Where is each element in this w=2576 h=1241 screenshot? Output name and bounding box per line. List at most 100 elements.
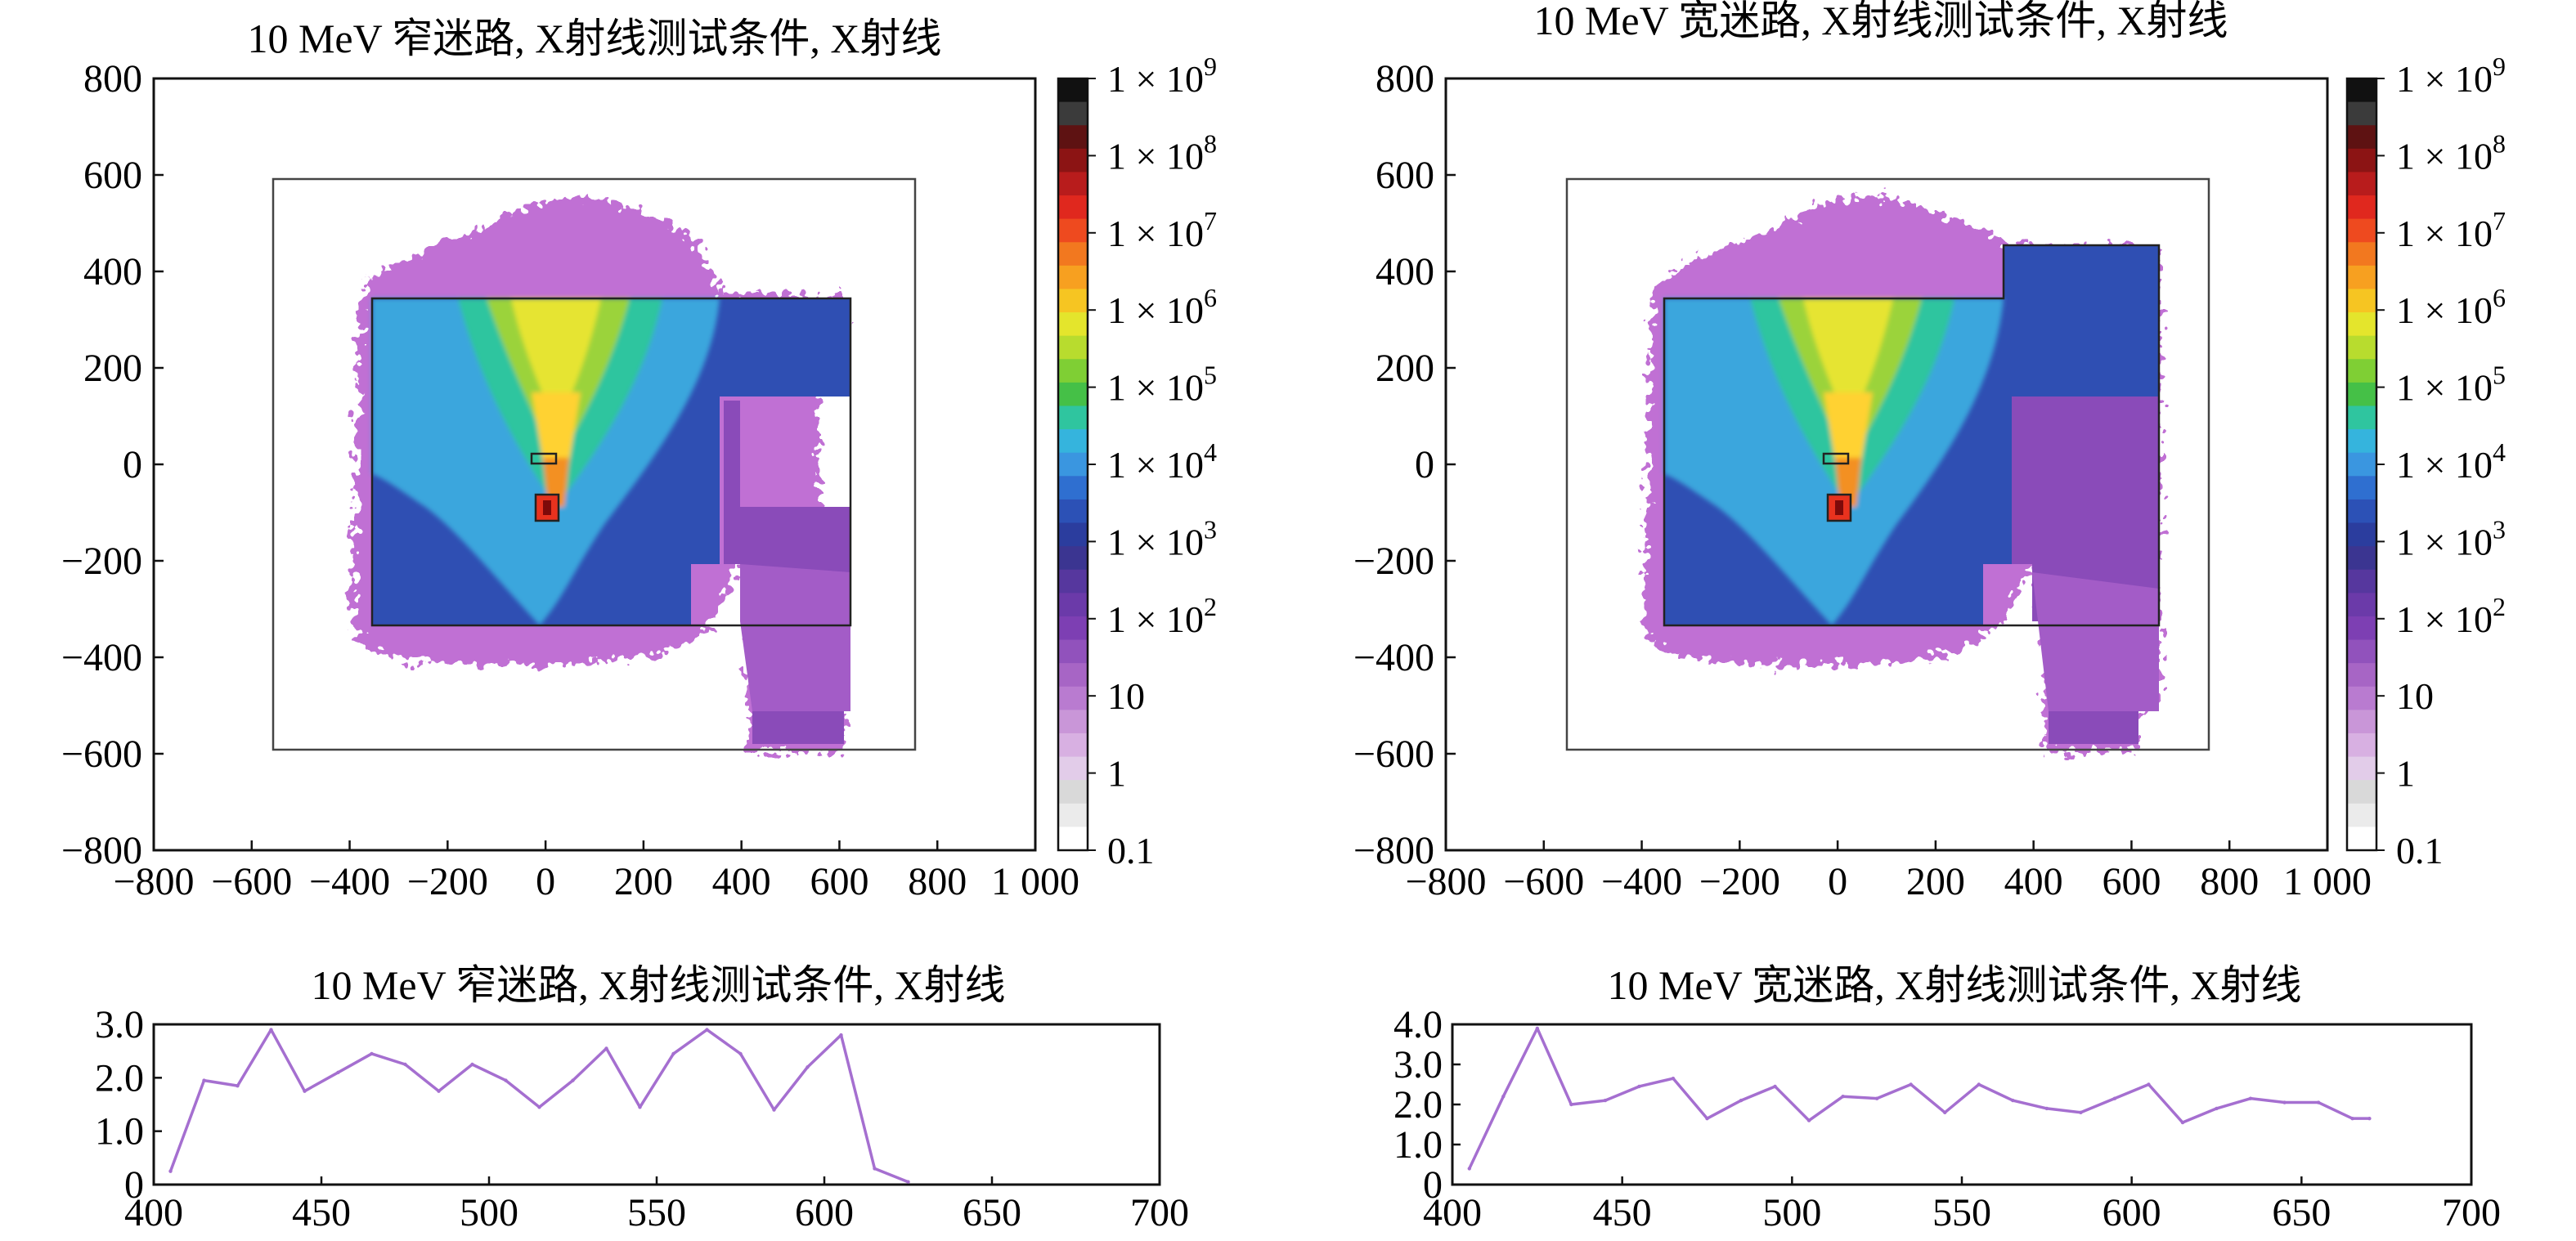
data-point — [1569, 1102, 1573, 1107]
colorbar-swatch — [1058, 382, 1088, 407]
colorbar-swatch — [1058, 335, 1088, 360]
data-point — [2011, 1098, 2015, 1103]
data-point — [1773, 1084, 1777, 1089]
colorbar-swatch — [1058, 218, 1088, 243]
data-point — [236, 1083, 240, 1088]
colorbar-swatch — [1058, 780, 1088, 804]
data-point — [2316, 1100, 2321, 1104]
x-tick-label: 500 — [460, 1191, 518, 1234]
data-point — [2282, 1100, 2287, 1104]
colorbar-swatch — [1058, 686, 1088, 710]
colorbar-label: 10 — [2396, 675, 2434, 717]
room-outline — [1663, 244, 2161, 627]
x-tick-label: 0 — [536, 860, 555, 903]
colorbar-exponent: 2 — [2493, 592, 2506, 621]
data-point — [638, 1105, 642, 1109]
colorbar-swatch — [2347, 265, 2376, 290]
colorbar-label: 1 × 105 — [2396, 361, 2506, 409]
maze-corridor-lower — [740, 564, 850, 711]
x-tick-label: 650 — [2272, 1191, 2331, 1234]
colorbar-swatch — [1058, 172, 1088, 196]
data-point — [437, 1089, 441, 1093]
x-tick-label: 400 — [124, 1191, 183, 1234]
y-tick-label: 2.0 — [95, 1056, 144, 1100]
heatmap-narrow-maze: 10 MeV 窄迷路, X射线测试条件, X射线 1 × 109 1 — [61, 16, 1217, 903]
colorbar-exponent: 9 — [1204, 52, 1217, 81]
line-narrow-plot: 400 450 500 550 600 650 700 3.0 2.0 1.0 0 — [95, 1003, 1189, 1234]
data-point — [537, 1105, 541, 1109]
colorbar-exponent: 5 — [2493, 361, 2506, 390]
colorbar-swatch — [2347, 710, 2376, 734]
y-tick-label: −800 — [1353, 829, 1434, 872]
data-point — [906, 1180, 910, 1184]
shield-boundary — [272, 177, 917, 751]
heatmap-wide-maze: 10 MeV 宽迷路, X射线测试条件, X射线 1 × 109 1 — [1353, 0, 2506, 903]
heatmap-narrow-field — [272, 177, 917, 752]
line-wide-title: 10 MeV 宽迷路, X射线测试条件, X射线 — [1607, 962, 2301, 1008]
data-point — [168, 1169, 173, 1173]
data-point — [269, 1028, 273, 1032]
colorbar-swatch — [2347, 639, 2376, 664]
colorbar-exponent: 7 — [2493, 206, 2506, 235]
room-outline — [370, 297, 852, 627]
colorbar-swatch — [2347, 756, 2376, 781]
data-point — [2367, 1116, 2372, 1121]
x-tick-label: 1 000 — [991, 860, 1079, 903]
colorbar-exponent: 5 — [1204, 361, 1217, 390]
colorbar-swatch — [2347, 476, 2376, 500]
data-point — [839, 1033, 843, 1037]
colorbar-swatch — [1058, 101, 1088, 126]
colorbar-swatch — [2347, 405, 2376, 430]
data-point — [2112, 1096, 2117, 1100]
colorbar-label: 1 × 102 — [2396, 592, 2506, 640]
x-tick-label: 400 — [712, 860, 771, 903]
x-tick-label: −600 — [1503, 860, 1584, 903]
beam-isodose — [1664, 298, 2004, 625]
source-head — [530, 452, 558, 465]
data-point — [1467, 1167, 1471, 1171]
x-tick-label: 800 — [908, 860, 967, 903]
colorbar-swatch — [2347, 569, 2376, 594]
series-line — [1468, 1027, 2370, 1170]
colorbar-swatch — [2347, 359, 2376, 383]
line-narrow-title: 10 MeV 窄迷路, X射线测试条件, X射线 — [311, 962, 1005, 1008]
colorbar-label: 1 × 109 — [1107, 52, 1217, 100]
colorbar-swatch — [1058, 546, 1088, 571]
x-tick-label: 200 — [1906, 860, 1965, 903]
colorbar-label: 1 × 108 — [1107, 128, 1217, 177]
colorbar-swatch — [1058, 733, 1088, 758]
colorbar-swatch — [1058, 827, 1088, 851]
heatmap-wide-field — [1565, 177, 2210, 752]
data-point — [1739, 1098, 1744, 1103]
data-point — [738, 1051, 743, 1056]
data-point — [1501, 1095, 1506, 1099]
data-point — [2147, 1082, 2151, 1086]
x-tick-label: 700 — [2442, 1191, 2501, 1234]
y-tick-label: 800 — [83, 57, 142, 101]
colorbar-swatch — [2347, 382, 2376, 407]
colorbar-exponent: 3 — [2493, 514, 2506, 544]
colorbar-swatch — [2347, 522, 2376, 547]
data-point — [671, 1051, 675, 1056]
x-tick-label: 200 — [614, 860, 673, 903]
colorbar-label: 1 × 107 — [1107, 206, 1217, 254]
colorbar-swatch — [1058, 429, 1088, 454]
colorbar-swatch — [2347, 452, 2376, 477]
colorbar-label: 10 — [1107, 675, 1145, 717]
data-point — [1943, 1110, 1947, 1115]
y-tick-label: 0 — [1423, 1163, 1443, 1207]
colorbar-exponent: 9 — [2493, 52, 2506, 81]
data-point — [2350, 1116, 2354, 1121]
colorbar-swatch — [2347, 663, 2376, 688]
x-tick-label: −800 — [113, 860, 194, 903]
colorbar-label: 1 × 107 — [2396, 206, 2506, 254]
line-chart-narrow-maze: 10 MeV 窄迷路, X射线测试条件, X射线 400 450 500 550 600… — [95, 962, 1189, 1234]
colorbar-label: 1 × 108 — [2396, 128, 2506, 177]
colorbar-swatch — [2347, 101, 2376, 126]
data-point — [336, 1070, 340, 1075]
x-tick-label: −200 — [407, 860, 488, 903]
data-point — [1909, 1082, 1913, 1086]
heatmap-narrow-title: 10 MeV 窄迷路, X射线测试条件, X射线 — [247, 16, 941, 61]
y-tick-label: 0 — [123, 443, 142, 486]
